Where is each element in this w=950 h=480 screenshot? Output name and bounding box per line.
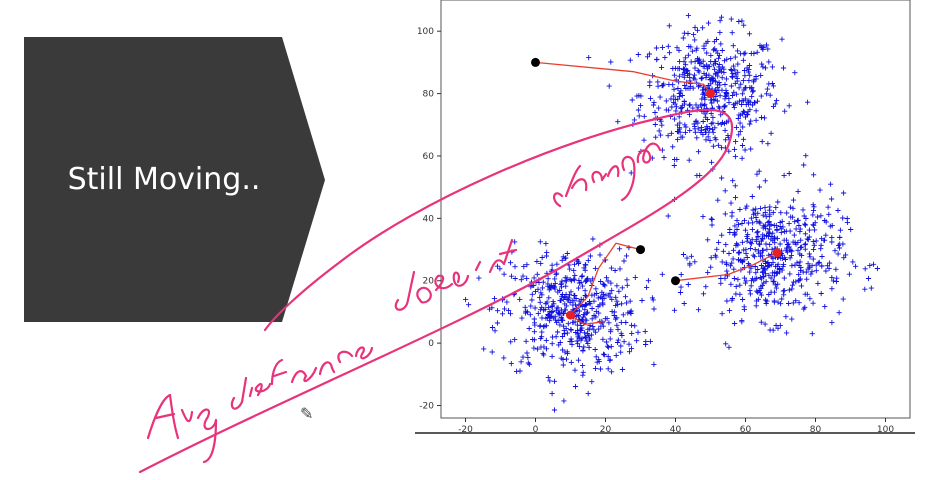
current-centroid-2	[566, 310, 575, 320]
y-tick-label: -20	[419, 402, 434, 412]
x-tick-label: 60	[740, 425, 752, 435]
y-tick-label: 0	[428, 339, 434, 349]
initial-centroid-3	[671, 276, 680, 286]
y-tick-label: 40	[423, 214, 435, 224]
current-centroid-1	[706, 89, 715, 99]
initial-centroid-1	[531, 57, 540, 67]
x-tick-label: 80	[810, 425, 822, 435]
initial-centroid-2	[636, 245, 645, 255]
current-centroid-3	[772, 248, 782, 258]
x-tick-label: 100	[877, 425, 894, 435]
centroid-path-1	[535, 61, 712, 94]
pencil-cursor-icon: ✎	[300, 406, 314, 423]
y-tick-label: 80	[423, 90, 435, 100]
y-tick-label: 100	[417, 27, 434, 37]
plot-frame	[440, 0, 911, 419]
y-tick-label: 20	[423, 277, 435, 287]
y-tick-label: 60	[423, 152, 435, 162]
